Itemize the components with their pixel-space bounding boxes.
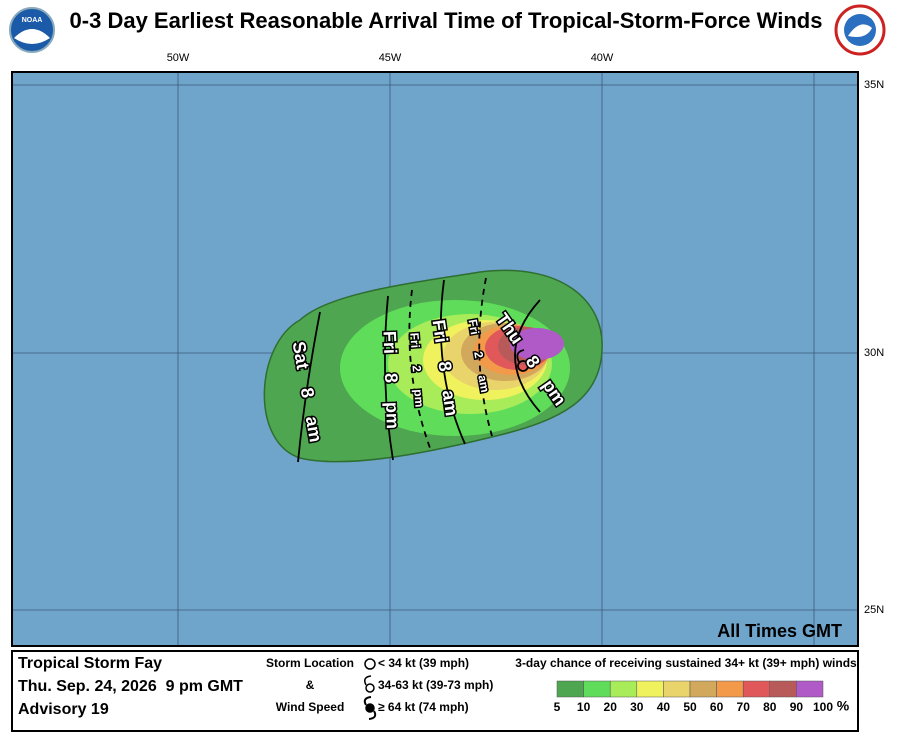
storm-legend-title: & [306,678,315,692]
storm-legend-title: Storm Location [266,656,354,670]
longitude-label: 45W [379,52,402,64]
storm-legend-item: 34-63 kt (39-73 mph) [378,678,493,692]
scale-swatch [769,680,797,698]
scale-label: 30 [630,700,644,714]
scale-swatch [556,680,584,698]
scale-label: 50 [683,700,697,714]
scale-swatch [796,680,824,698]
arrival-contours [297,277,541,463]
advisory-number: Advisory 19 [18,701,109,718]
time-note: All Times GMT [717,621,842,641]
graticule [12,72,858,646]
scale-swatch [636,680,664,698]
scale-swatch [716,680,744,698]
storm-name: Tropical Storm Fay [18,655,162,672]
storm-legend-title: Wind Speed [276,700,345,714]
advisory-date: Thu. Sep. 24, 2026 9 pm GMT [18,678,243,695]
logo-text: NOAA [22,17,43,24]
scale-swatch [663,680,691,698]
scale-label: 90 [790,700,804,714]
longitude-label: 50W [167,52,190,64]
scale-swatch [742,680,771,698]
scale-swatch [689,680,717,698]
storm-legend-item: < 34 kt (39 mph) [378,656,469,670]
scale-label: 60 [710,700,724,714]
latitude-label: 30N [864,347,884,359]
scale-label: 70 [737,700,751,714]
contour-label: Fri 8 pm [380,331,403,430]
scale-label: 10 [577,700,591,714]
scale-swatch [583,680,611,698]
storm-legend-item: ≥ 64 kt (74 mph) [378,700,469,714]
scale-label: 5 [554,700,561,714]
scale-label: 40 [657,700,671,714]
latitude-label: 25N [864,604,884,616]
title: 0-3 Day Earliest Reasonable Arrival Time… [70,8,823,33]
legend-symbols [363,658,377,720]
scale-swatch [609,680,638,698]
scale-unit: % [837,698,850,714]
nws-logo [834,4,886,56]
scale-label: 20 [604,700,618,714]
latitude-label: 35N [864,79,884,91]
storm-symbol [516,349,529,372]
scale-title: 3-day chance of receiving sustained 34+ … [515,656,857,670]
scale-label: 100 [813,700,833,714]
contour-label: Fri 2 pm [407,332,426,407]
scale-label: 80 [763,700,777,714]
longitude-label: 40W [591,52,614,64]
noaa-logo: NOAA [9,7,55,53]
map-frame [11,71,859,647]
probability-field [263,269,603,463]
